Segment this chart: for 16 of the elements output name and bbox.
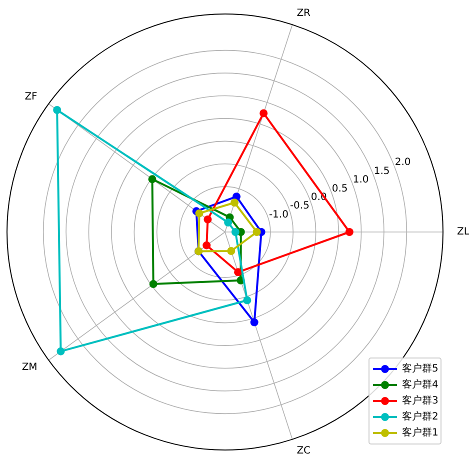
spoke-label: ZL [457, 226, 469, 238]
legend-label: 客户群2 [402, 410, 438, 423]
y-tick-label: 1.0 [352, 174, 369, 186]
y-tick-label: -0.5 [290, 200, 310, 212]
legend-label: 客户群5 [402, 362, 438, 375]
legend-label: 客户群3 [402, 394, 438, 407]
y-tick-label: -1.0 [268, 209, 288, 220]
y-tick-label: 2.0 [394, 157, 411, 168]
legend-label: 客户群1 [402, 426, 438, 439]
spoke-label: ZM [22, 362, 38, 373]
legend-label: 客户群4 [402, 378, 438, 391]
spoke-label: ZR [296, 8, 311, 19]
spoke-label: ZC [296, 445, 311, 456]
y-tick-label: 0.5 [332, 183, 348, 194]
y-tick-label: 1.5 [374, 166, 390, 177]
spoke-label: ZF [24, 92, 38, 103]
